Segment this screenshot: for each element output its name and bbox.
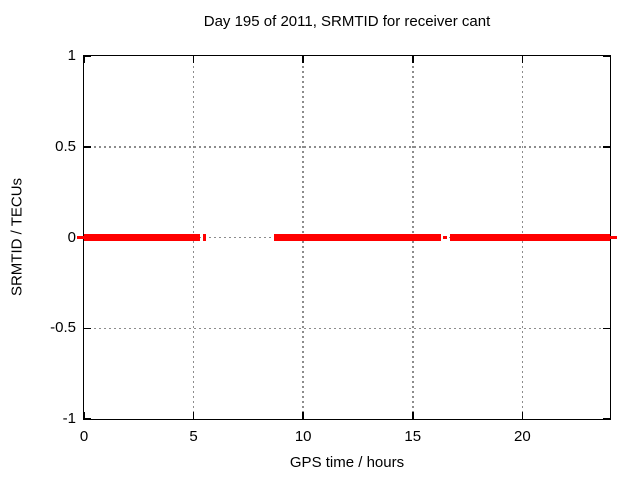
y-tick-label: 0: [67, 228, 76, 246]
y-tick-mirror: [603, 55, 610, 57]
x-tick-mirror: [412, 56, 414, 63]
x-tick: [302, 412, 304, 419]
x-axis-label: GPS time / hours: [289, 454, 405, 471]
x-tick: [83, 412, 85, 419]
x-tick: [521, 412, 524, 419]
y-tick-label: -1: [62, 410, 76, 427]
y-tick: [84, 418, 91, 420]
data-segment: [76, 236, 87, 239]
data-segment: [442, 236, 447, 239]
y-axis-label: SRMTID / TECUs: [8, 177, 26, 297]
y-tick-label: 0.5: [55, 137, 76, 155]
y-gridline: [84, 327, 610, 329]
y-tick-label: -0.5: [50, 319, 76, 337]
x-tick-label: 15: [404, 428, 422, 445]
x-tick-label: 20: [513, 428, 531, 445]
y-tick-label: 1: [67, 47, 76, 64]
x-tick-mirror: [192, 56, 195, 63]
x-tick-label: 0: [79, 428, 89, 445]
x-tick: [412, 412, 414, 419]
x-tick-label: 5: [189, 428, 198, 445]
x-tick-mirror: [302, 56, 304, 63]
x-tick: [192, 412, 195, 419]
y-gridline: [84, 146, 610, 148]
y-tick: [84, 327, 91, 329]
y-tick-mirror: [603, 327, 610, 329]
x-tick-label: 10: [294, 428, 312, 445]
data-segment: [84, 234, 201, 241]
y-tick: [84, 146, 91, 148]
data-segment: [274, 234, 441, 241]
x-tick-mirror: [521, 56, 524, 63]
chart-title: Day 195 of 2011, SRMTID for receiver can…: [203, 13, 491, 30]
x-tick-mirror: [83, 56, 85, 63]
y-tick-mirror: [603, 146, 610, 148]
data-segment: [449, 234, 610, 241]
y-tick: [84, 55, 91, 57]
data-segment: [202, 234, 207, 241]
y-tick-mirror: [603, 418, 610, 420]
data-segment: [610, 236, 617, 239]
